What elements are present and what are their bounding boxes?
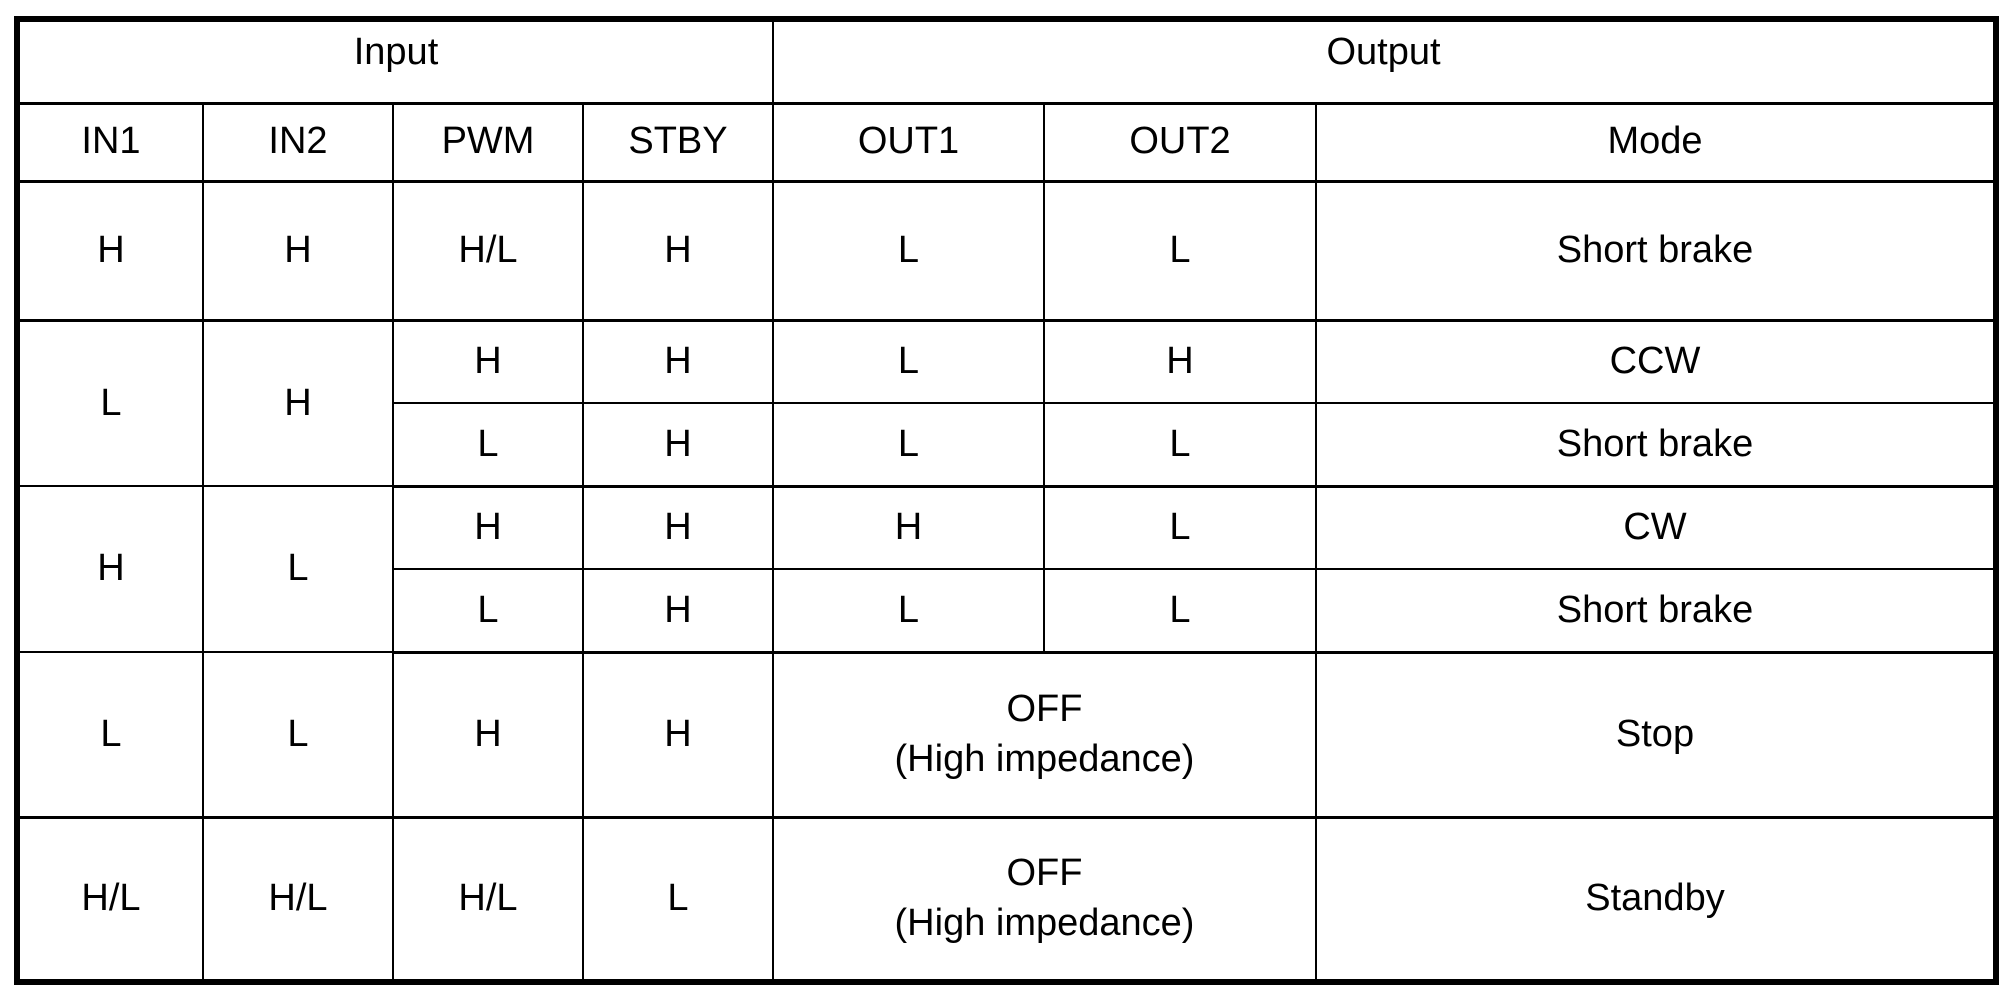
- cell-in1: H/L: [16, 816, 204, 983]
- cell-pwm: H: [392, 485, 584, 570]
- column-header-row: IN1 IN2 PWM STBY OUT1 OUT2 Mode: [16, 102, 1997, 183]
- output-group-header: Output: [772, 18, 1997, 105]
- cell-pwm: H/L: [392, 180, 584, 322]
- column-header-stby: STBY: [582, 102, 774, 183]
- output-off-label: OFF: [1006, 852, 1083, 895]
- cell-stby: H: [582, 568, 774, 654]
- cell-in2: L: [202, 651, 394, 819]
- output-impedance-label: (High impedance): [894, 901, 1195, 944]
- cell-mode: Stop: [1315, 651, 1997, 819]
- column-header-in1: IN1: [16, 102, 204, 183]
- cell-mode: CW: [1315, 485, 1997, 570]
- column-header-mode: Mode: [1315, 102, 1997, 183]
- cell-output-off: OFF (High impedance): [772, 816, 1317, 983]
- cell-in2: H: [202, 180, 394, 322]
- cell-mode: Standby: [1315, 816, 1997, 983]
- table-row: L L H H OFF (High impedance) Stop: [16, 651, 1997, 819]
- table-row: H/L H/L H/L L OFF (High impedance) Stand…: [16, 816, 1997, 983]
- cell-out1: L: [772, 568, 1045, 654]
- group-header-row: Input Output: [16, 18, 1997, 105]
- cell-in1: H: [16, 485, 204, 653]
- cell-mode: Short brake: [1315, 402, 1997, 488]
- table-row: H L H H H L CW: [16, 485, 1997, 653]
- cell-in2: H: [202, 319, 394, 487]
- table-row: L H L L Short brake: [17, 568, 1997, 654]
- column-header-out2: OUT2: [1043, 102, 1317, 183]
- truth-table-container: Input Output IN1 IN2 PWM STBY OUT1 OUT2 …: [14, 16, 1999, 985]
- cell-mode: Short brake: [1315, 180, 1997, 322]
- cell-stby: H: [582, 402, 774, 488]
- cell-mode: Short brake: [1315, 568, 1997, 654]
- cell-out2: L: [1043, 485, 1317, 570]
- cell-stby: H: [582, 651, 774, 819]
- column-header-in2: IN2: [202, 102, 394, 183]
- cell-out1: L: [772, 402, 1045, 488]
- truth-table: Input Output IN1 IN2 PWM STBY OUT1 OUT2 …: [14, 16, 1999, 985]
- cell-pwm: L: [392, 568, 584, 654]
- cell-out2: L: [1043, 568, 1317, 654]
- table-row: L H H H L H CCW: [16, 319, 1997, 487]
- cell-in2: H/L: [202, 816, 394, 983]
- cell-stby: H: [582, 319, 774, 404]
- cell-pwm: H/L: [392, 816, 584, 983]
- cell-stby: L: [582, 816, 774, 983]
- output-impedance-label: (High impedance): [894, 737, 1195, 780]
- output-off-label: OFF: [1006, 688, 1083, 731]
- cell-stby: H: [582, 180, 774, 322]
- cell-out2: L: [1043, 180, 1317, 322]
- cell-out2: L: [1043, 402, 1317, 488]
- cell-stby: H: [582, 485, 774, 570]
- column-header-out1: OUT1: [772, 102, 1045, 183]
- table-row: L H L L Short brake: [17, 402, 1997, 488]
- input-group-header: Input: [16, 18, 774, 105]
- cell-mode: CCW: [1315, 319, 1997, 404]
- cell-pwm: H: [392, 319, 584, 404]
- cell-output-off: OFF (High impedance): [772, 651, 1317, 819]
- cell-out1: L: [772, 319, 1045, 404]
- cell-out2: H: [1043, 319, 1317, 404]
- cell-pwm: H: [392, 651, 584, 819]
- table-row: H H H/L H L L Short brake: [16, 180, 1997, 322]
- cell-in2: L: [202, 485, 394, 653]
- cell-in1: L: [16, 651, 204, 819]
- cell-in1: L: [16, 319, 204, 487]
- column-header-pwm: PWM: [392, 102, 584, 183]
- cell-pwm: L: [392, 402, 584, 488]
- cell-in1: H: [16, 180, 204, 322]
- cell-out1: H: [772, 485, 1045, 570]
- cell-out1: L: [772, 180, 1045, 322]
